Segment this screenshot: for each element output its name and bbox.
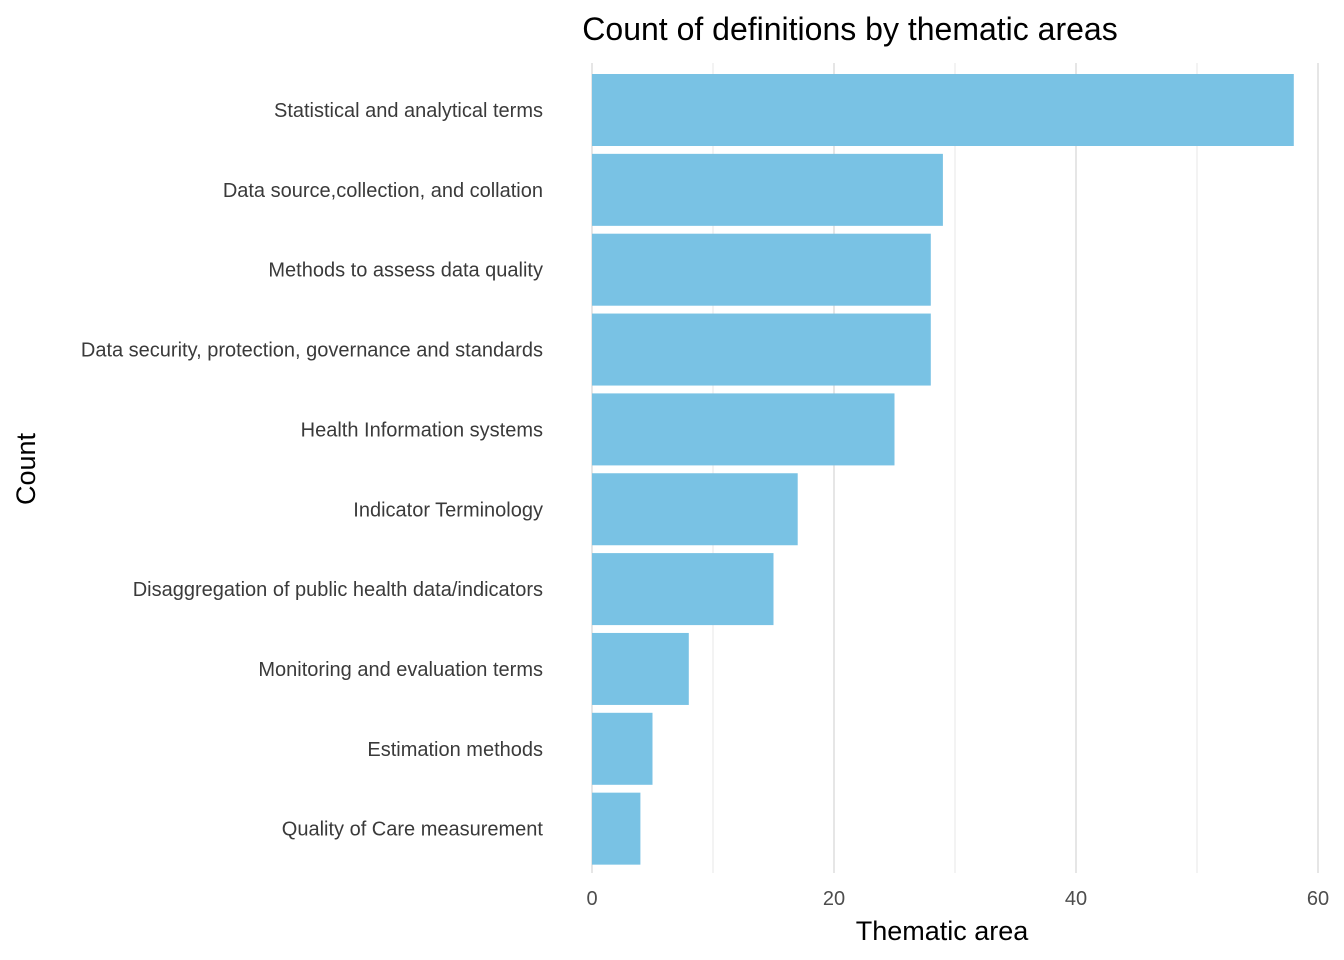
bars (592, 74, 1294, 865)
x-tick-label: 40 (1065, 888, 1087, 910)
bar (592, 792, 641, 865)
category-label: Indicator Terminology (353, 499, 543, 521)
category-label: Disaggregation of public health data/ind… (133, 579, 543, 601)
category-label: Methods to assess data quality (268, 260, 543, 282)
x-tick-labels: 0 20 40 60 (586, 888, 1329, 910)
bar (592, 553, 774, 626)
category-label: Monitoring and evaluation terms (258, 659, 543, 681)
bar (592, 313, 931, 386)
category-labels: Statistical and analytical terms Data sou… (81, 100, 544, 841)
bar (592, 712, 653, 785)
x-tick-label: 20 (823, 888, 845, 910)
x-tick-label: 0 (586, 888, 597, 910)
category-label: Data source,collection, and collation (223, 180, 543, 202)
category-label: Estimation methods (367, 739, 543, 761)
x-tick-label: 60 (1307, 888, 1329, 910)
category-label: Statistical and analytical terms (274, 100, 543, 122)
chart-title: Count of definitions by thematic areas (582, 11, 1117, 47)
x-axis-title: Thematic area (856, 916, 1030, 946)
y-axis-title: Count (11, 432, 41, 505)
category-label: Data security, protection, governance an… (81, 340, 543, 362)
bar (592, 74, 1294, 146)
bar (592, 632, 689, 705)
bar (592, 393, 895, 466)
category-label: Quality of Care measurement (282, 819, 544, 841)
bar (592, 233, 931, 306)
bar (592, 153, 943, 226)
bar (592, 473, 798, 546)
category-label: Health Information systems (301, 419, 543, 441)
